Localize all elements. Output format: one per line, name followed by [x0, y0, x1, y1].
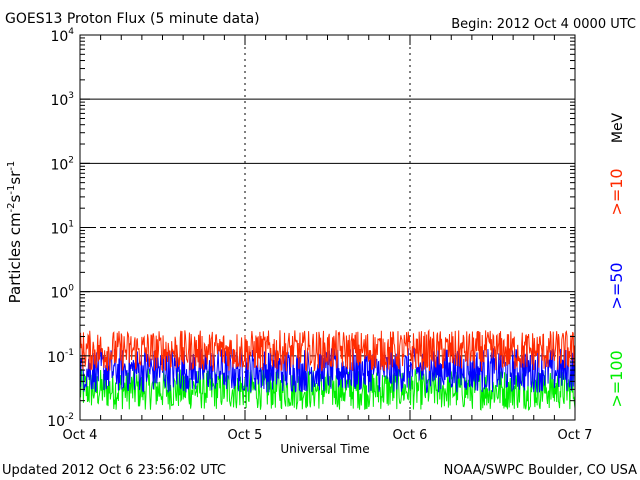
- legend: MeV >=10 >=50 >=100: [607, 112, 626, 407]
- series-layer: [79, 328, 576, 411]
- y-tick-label-exp: -2: [65, 412, 74, 422]
- y-tick-label-base: 10: [50, 29, 68, 45]
- y-tick-label-base: 10: [50, 157, 68, 173]
- frame-layer: [79, 34, 576, 421]
- x-tick-label: Oct 6: [393, 428, 428, 443]
- legend-unit: MeV: [610, 112, 626, 143]
- y-tick-label-base: 10: [50, 286, 68, 302]
- y-tick-label: 104: [50, 27, 74, 45]
- y-tick-label: 100: [50, 284, 74, 302]
- series-line-50: [79, 347, 576, 394]
- series-line-10: [79, 328, 576, 372]
- y-tick-label: 101: [50, 220, 74, 238]
- legend-item-ge10: >=10: [607, 168, 626, 215]
- y-tick-label-base: 10: [47, 414, 65, 430]
- y-axis-label-sup1: -2: [6, 202, 17, 212]
- y-axis-label-mid1: s: [6, 194, 24, 202]
- updated-timestamp: Updated 2012 Oct 6 23:56:02 UTC: [2, 463, 226, 478]
- x-tick-label: Oct 7: [558, 428, 593, 443]
- y-tick-label: 10-1: [47, 348, 74, 366]
- y-tick-label-base: 10: [50, 222, 68, 238]
- begin-date-label: Begin: 2012 Oct 4 0000 UTC: [451, 17, 636, 32]
- plot-frame: [79, 34, 576, 421]
- legend-item-ge50: >=50: [607, 262, 626, 309]
- x-tick-labels: Oct 4 Oct 5 Oct 6 Oct 7: [63, 428, 593, 443]
- y-tick-label-exp: 1: [68, 220, 74, 230]
- y-tick-label-base: 10: [47, 350, 65, 366]
- legend-item-ge100: >=100: [607, 350, 626, 407]
- y-tick-label-exp: -1: [65, 348, 74, 358]
- y-axis-label-sup3: -1: [6, 161, 17, 171]
- y-axis-label-mid2: sr: [6, 170, 24, 185]
- y-tick-label: 102: [50, 155, 74, 173]
- y-tick-label: 103: [50, 91, 74, 109]
- source-credit: NOAA/SWPC Boulder, CO USA: [444, 463, 637, 478]
- x-tick-label: Oct 4: [63, 428, 98, 443]
- y-tick-label-exp: 3: [68, 91, 74, 101]
- y-axis-label-sup2: -1: [6, 185, 17, 195]
- y-axis-label-main: Particles cm: [6, 212, 24, 303]
- chart-title: GOES13 Proton Flux (5 minute data): [5, 11, 260, 27]
- y-tick-label-exp: 0: [68, 284, 74, 294]
- y-axis-label: Particles cm-2s-1sr-1: [6, 161, 24, 304]
- x-tick-label: Oct 5: [228, 428, 263, 443]
- x-axis-label: Universal Time: [280, 442, 369, 456]
- y-tick-label-exp: 2: [68, 155, 74, 165]
- y-tick-label: 10-2: [47, 412, 74, 430]
- y-tick-label-base: 10: [50, 93, 68, 109]
- y-tick-label-exp: 4: [68, 27, 74, 37]
